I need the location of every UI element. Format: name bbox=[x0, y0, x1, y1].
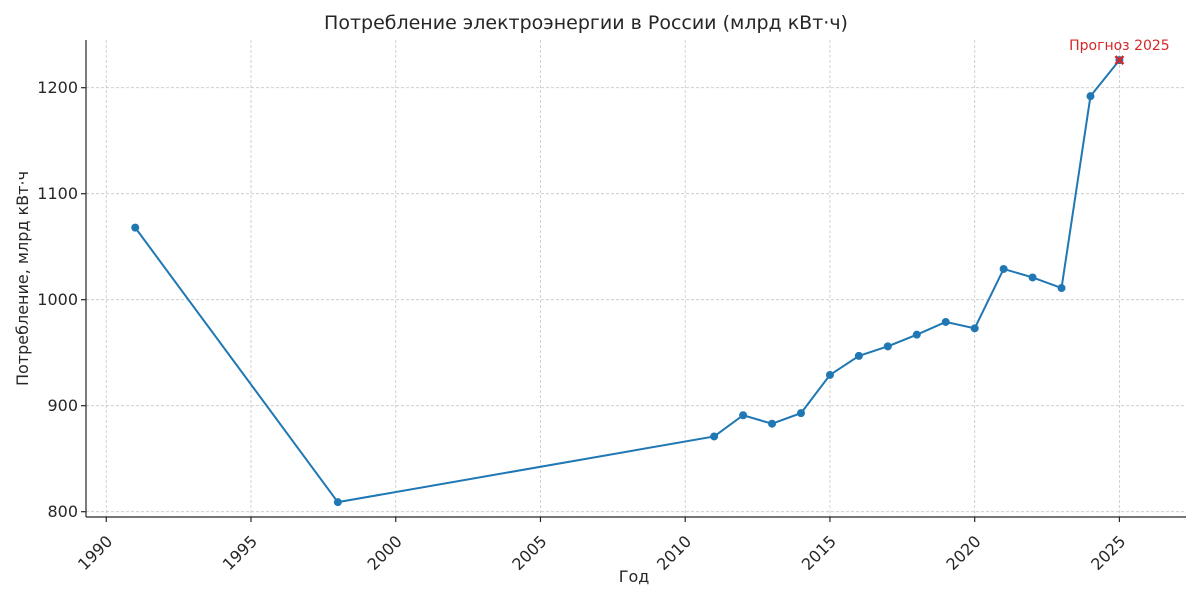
data-point bbox=[883, 342, 892, 351]
data-point bbox=[970, 324, 979, 333]
x-tick-label: 2020 bbox=[942, 532, 984, 574]
data-point bbox=[797, 409, 805, 418]
data-point bbox=[1057, 284, 1066, 293]
x-tick-label: 2015 bbox=[798, 532, 840, 574]
x-tick-label: 2005 bbox=[508, 532, 550, 574]
x-tick-label: 2025 bbox=[1087, 532, 1129, 574]
axes-spines bbox=[85, 40, 1186, 518]
data-point bbox=[854, 351, 863, 360]
forecast-marker bbox=[1114, 55, 1125, 66]
data-point bbox=[999, 264, 1008, 273]
data-point bbox=[825, 370, 834, 379]
data-point bbox=[912, 330, 921, 339]
x-axis-ticks: 1990 1995 2000 2005 2010 2015 2020 2025 bbox=[74, 517, 1129, 574]
x-tick-label: 2010 bbox=[653, 532, 695, 574]
data-point bbox=[739, 411, 748, 420]
data-point bbox=[941, 317, 950, 326]
grid bbox=[86, 40, 1186, 517]
data-point bbox=[768, 419, 777, 428]
forecast-marker-stroke bbox=[1114, 55, 1125, 66]
annotations: Прогноз 2025 bbox=[1069, 38, 1170, 66]
forecast-label: Прогноз 2025 bbox=[1069, 38, 1170, 54]
chart-title: Потребление электроэнергии в России (млр… bbox=[324, 12, 848, 34]
data-point bbox=[710, 432, 719, 441]
data-point bbox=[131, 223, 140, 232]
y-tick-label: 1200 bbox=[37, 78, 78, 97]
data-point bbox=[1086, 92, 1095, 101]
y-tick-label: 1100 bbox=[37, 184, 78, 203]
data-point bbox=[1028, 273, 1037, 282]
y-tick-label: 1000 bbox=[37, 290, 78, 309]
y-tick-label: 900 bbox=[47, 396, 78, 415]
series bbox=[131, 56, 1124, 507]
y-axis-label: Потребление, млрд кВт·ч bbox=[13, 171, 32, 386]
x-axis-label: Год bbox=[619, 567, 650, 586]
x-tick-label: 1995 bbox=[219, 532, 261, 574]
y-axis-ticks: 800 900 1000 1100 1200 bbox=[37, 78, 86, 521]
x-tick-label: 2000 bbox=[364, 532, 406, 574]
series-line bbox=[134, 59, 1121, 504]
y-tick-label: 800 bbox=[47, 502, 78, 521]
data-point bbox=[333, 498, 342, 507]
x-tick-label: 1990 bbox=[74, 532, 116, 574]
